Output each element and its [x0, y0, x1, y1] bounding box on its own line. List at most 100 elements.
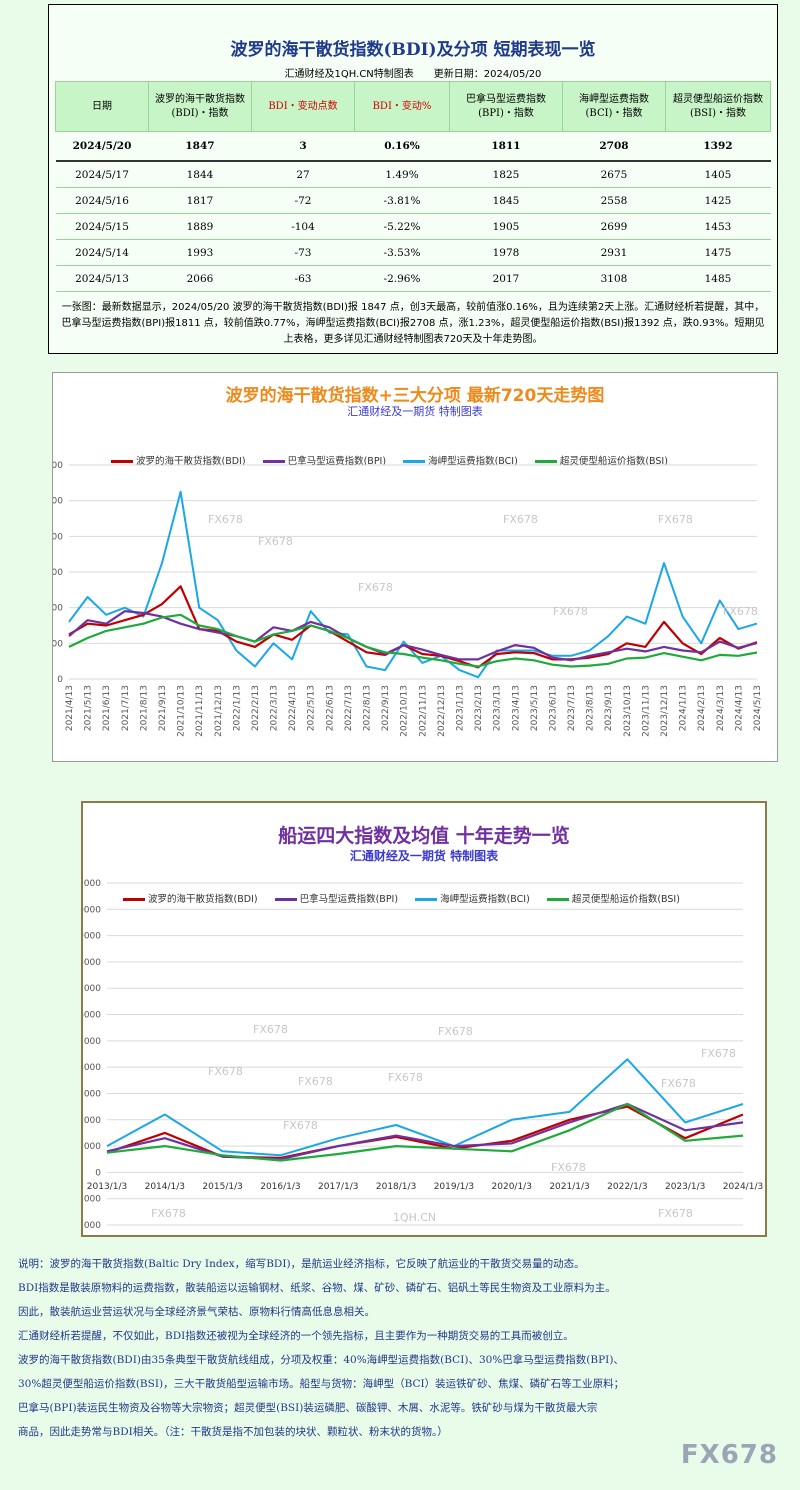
cell-date: 2024/5/13	[55, 265, 149, 292]
y-tick-label: 4000	[53, 604, 63, 614]
series-line-bsi	[68, 613, 758, 668]
table-row: 2024/5/15 1889 -104 -5.22% 1905 2699 145…	[55, 213, 771, 240]
cell-bpi: 1811	[449, 131, 563, 162]
x-tick-label: 2022/9/13	[381, 685, 391, 731]
series-line-bsi	[106, 1102, 744, 1162]
explain-line: 商品，因此走势常与BDI相关。（注：干散货是指不加包装的块状、颗粒状、粉末状的货…	[18, 1426, 448, 1438]
cell-date: 2024/5/17	[55, 161, 149, 188]
series-line-bpi	[68, 610, 758, 662]
cell-bsi: 1405	[665, 161, 771, 188]
x-tick-label: 2014/1/3	[145, 1182, 185, 1192]
chart1-subtitle: 汇通财经及一期货 特制图表	[347, 405, 483, 418]
cell-bpi: 1845	[449, 187, 563, 214]
x-tick-label: 2022/10/13	[400, 685, 410, 737]
x-tick-label: 2024/1/13	[679, 685, 689, 731]
cell-bdi: 1993	[148, 239, 252, 266]
watermark: FX678	[208, 1065, 243, 1078]
x-tick-label: 2021/8/13	[139, 685, 149, 731]
x-tick-label: 2013/1/3	[87, 1182, 127, 1192]
x-tick-label: 2021/1/3	[549, 1182, 589, 1192]
y-tick-label: 2000	[53, 639, 63, 649]
y-tick-label: 12000	[53, 461, 63, 471]
cell-bsi: 1475	[665, 239, 771, 266]
x-tick-label: 2021/6/13	[102, 685, 112, 731]
y-tick-label: 6000	[53, 568, 63, 578]
cell-bsi: 1485	[665, 265, 771, 292]
col-header-bdi-change: BDI・变动点数	[251, 81, 355, 132]
cell-change: -73	[251, 239, 355, 266]
x-tick-label: 2023/9/13	[604, 685, 614, 731]
x-tick-label: 2024/5/13	[753, 685, 763, 731]
watermark: FX678	[258, 535, 293, 548]
cell-bpi: 1825	[449, 161, 563, 188]
x-tick-label: 2023/4/13	[511, 685, 521, 731]
watermark: FX678	[723, 605, 758, 618]
cell-bci: 2708	[562, 131, 666, 162]
x-tick-label: 2022/12/13	[437, 685, 447, 737]
explain-line: BDI指数是散装原物料的运费指数，散装船运以运输钢材、纸浆、谷物、煤、矿砂、磷矿…	[18, 1282, 616, 1294]
explain-line: 30%超灵便型船运价指数(BSI)，三大干散货船型运输市场。船型与货物：海岬型（…	[18, 1378, 625, 1390]
x-tick-label: 2021/7/13	[121, 685, 131, 731]
chart2-plot: -2000 -1000 0 1000 2000 3000 4000 5000 6000 7000 8…	[83, 879, 763, 1231]
x-tick-label: 2022/11/13	[418, 685, 428, 737]
x-tick-label: 2021/11/13	[195, 685, 205, 737]
col-header-date: 日期	[55, 81, 149, 132]
x-tick-label: 2022/6/13	[325, 685, 335, 731]
series-line-bci	[68, 490, 758, 679]
cell-bsi: 1392	[665, 131, 771, 162]
y-tick-label: 4000	[83, 1063, 101, 1073]
watermark: FX678	[438, 1025, 473, 1038]
x-tick-label: 2017/1/3	[318, 1182, 358, 1192]
col-header-bdi: 波罗的海干散货指数(BDI)・指数	[148, 81, 252, 132]
x-tick-label: 2023/11/13	[641, 685, 651, 737]
cell-bsi: 1453	[665, 213, 771, 240]
chart2-legend: 波罗的海干散货指数(BDI) 巴拿马型运费指数(BPI) 海岬型运费指数(BCI…	[123, 891, 694, 905]
x-tick-label: 2022/3/13	[270, 685, 280, 731]
explain-line: 说明：波罗的海干散货指数(Baltic Dry Index，缩写BDI)，是航运…	[18, 1258, 585, 1270]
x-tick-label: 2016/1/3	[260, 1182, 300, 1192]
watermark: FX678	[553, 605, 588, 618]
watermark: FX678	[701, 1047, 736, 1060]
explain-line: 巴拿马(BPI)装运民生物资及谷物等大宗物资；超灵便型(BSI)装运磷肥、碳酸钾…	[18, 1402, 598, 1414]
watermark: FX678	[551, 1161, 586, 1174]
x-tick-label: 2024/4/13	[734, 685, 744, 731]
cell-bci: 2558	[562, 187, 666, 214]
x-tick-label: 2020/1/3	[492, 1182, 532, 1192]
cell-bpi: 1905	[449, 213, 563, 240]
cell-change-pct: -3.53%	[354, 239, 450, 266]
y-tick-label: 0	[57, 675, 63, 685]
cell-bci: 3108	[562, 265, 666, 292]
cell-change: -104	[251, 213, 355, 240]
y-tick-label: 0	[95, 1168, 101, 1178]
table-row: 2024/5/13 2066 -63 -2.96% 2017 3108 1485	[55, 265, 771, 292]
cell-date: 2024/5/14	[55, 239, 149, 266]
legend-item-bci: 海岬型运费指数(BCI)	[415, 894, 530, 905]
cell-bdi: 1847	[148, 131, 252, 162]
chart1-legend: 波罗的海干散货指数(BDI) 巴拿马型运费指数(BPI) 海岬型运费指数(BCI…	[111, 453, 682, 467]
cell-bdi: 1889	[148, 213, 252, 240]
chart-ten-year: 船运四大指数及均值 十年走势一览 汇通财经及一期货 特制图表 波罗的海干散货指数…	[81, 801, 767, 1237]
watermark: FX678	[661, 1077, 696, 1090]
cell-change-pct: -2.96%	[354, 265, 450, 292]
x-tick-label: 2023/1/3	[665, 1182, 705, 1192]
x-tick-label: 2024/3/13	[716, 685, 726, 731]
y-tick-label: 2000	[83, 1116, 101, 1126]
x-tick-label: 2021/12/13	[214, 685, 224, 737]
y-tick-label: 6000	[83, 1011, 101, 1021]
legend-item-bpi: 巴拿马型运费指数(BPI)	[274, 894, 398, 905]
cell-bci: 2675	[562, 161, 666, 188]
series-line-bci	[106, 1058, 744, 1157]
x-tick-label: 2022/2/13	[251, 685, 261, 731]
watermark: FX678	[283, 1119, 318, 1132]
chart2-subtitle: 汇通财经及一期货 特制图表	[349, 849, 499, 863]
y-tick-label: -1000	[83, 1195, 101, 1205]
x-tick-label: 2022/4/13	[288, 685, 298, 731]
y-tick-label: 10000	[83, 905, 101, 915]
watermark: FX678	[388, 1071, 423, 1084]
cell-change: 3	[251, 131, 355, 162]
cell-date: 2024/5/15	[55, 213, 149, 240]
x-tick-label: 2018/1/3	[376, 1182, 416, 1192]
y-tick-label: 3000	[83, 1089, 101, 1099]
y-tick-label: 5000	[83, 1037, 101, 1047]
x-tick-label: 2023/5/13	[530, 685, 540, 731]
